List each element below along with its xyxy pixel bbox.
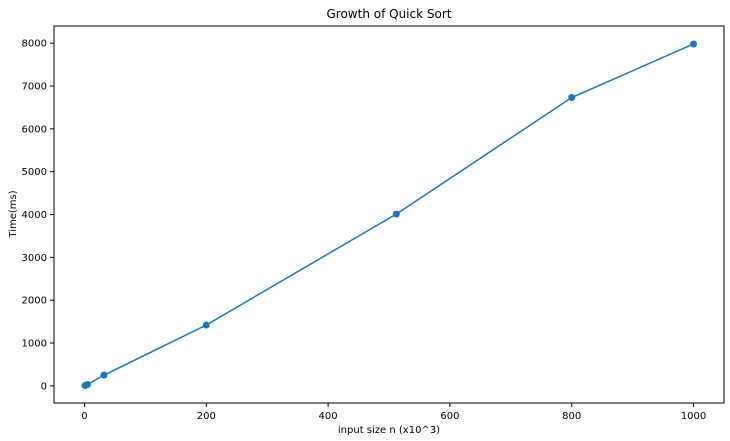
x-tick-label: 1000: [681, 411, 706, 422]
y-tick-label: 2000: [22, 296, 47, 307]
y-tick-label: 7000: [22, 81, 47, 92]
y-tick-label: 5000: [22, 167, 47, 178]
data-point: [84, 380, 91, 388]
x-tick-label: 400: [319, 411, 338, 422]
y-axis-label: Time(ms): [8, 190, 19, 238]
x-tick-label: 600: [440, 411, 459, 422]
data-point: [392, 210, 400, 218]
x-axis-ticks: 0 200 400 600 800 1000: [81, 403, 706, 422]
data-point: [690, 40, 698, 48]
data-point: [202, 321, 210, 329]
x-axis-label: input size n (x10^3): [338, 425, 440, 436]
y-tick-label: 6000: [22, 124, 47, 135]
series-layer: [81, 40, 698, 390]
x-tick-label: 800: [562, 411, 581, 422]
y-tick-label: 8000: [22, 39, 47, 50]
x-tick-label: 200: [197, 411, 216, 422]
chart-title: Growth of Quick Sort: [327, 7, 452, 21]
y-tick-label: 3000: [22, 253, 47, 264]
y-axis-ticks: 0 1000 2000 3000 4000 5000 6000 7000 8000: [22, 39, 54, 392]
y-tick-label: 4000: [22, 210, 47, 221]
data-point: [568, 94, 576, 102]
plot-area: [53, 25, 725, 404]
data-point: [100, 371, 108, 379]
y-tick-label: 0: [41, 381, 47, 392]
y-tick-label: 1000: [22, 339, 47, 350]
x-tick-label: 0: [81, 411, 87, 422]
